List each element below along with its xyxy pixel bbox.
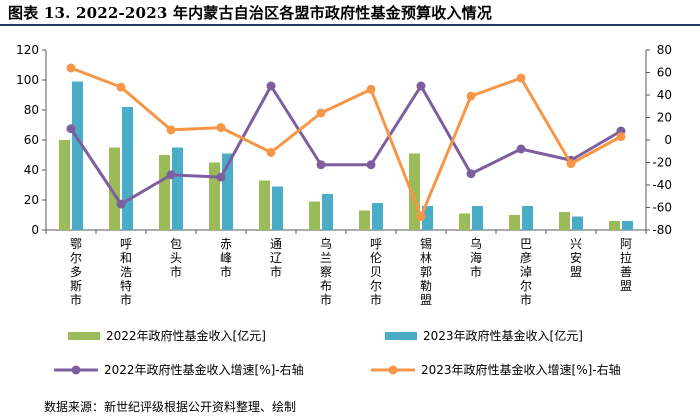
right-tick-label: -80 xyxy=(652,223,672,237)
line-point-2022 xyxy=(316,160,326,170)
legend-marker xyxy=(388,365,398,375)
legend-label: 2023年政府性基金收入增速[%]-右轴 xyxy=(421,362,621,377)
bar-2023 xyxy=(122,107,133,230)
line-point-2023 xyxy=(166,125,176,135)
line-point-2023 xyxy=(616,132,626,142)
bar-2023 xyxy=(322,194,333,230)
line-point-2023 xyxy=(266,147,276,157)
line-point-2023 xyxy=(66,63,76,73)
left-tick-label: 120 xyxy=(16,43,39,57)
source-note: 数据来源：新世纪评级根据公开资料整理、绘制 xyxy=(44,400,297,414)
legend-label: 2022年政府性基金收入增速[%]-右轴 xyxy=(104,362,304,377)
line-point-2022 xyxy=(416,81,426,91)
axes: 0 20 40 60 80 100 120 -80 -60 -40 -20 0 20 40 60 80 xyxy=(16,43,672,237)
right-tick-label: -60 xyxy=(652,201,672,215)
bar-2022 xyxy=(159,155,170,230)
category-label: 巴彦淖尔市 xyxy=(520,237,532,307)
bar-2023 xyxy=(622,221,633,230)
category-label: 呼和浩特市 xyxy=(120,237,132,307)
bar-2023 xyxy=(222,153,233,230)
bar-2022 xyxy=(309,201,320,230)
right-tick-label: 20 xyxy=(657,111,672,125)
bar-2023 xyxy=(272,186,283,230)
line-point-2022 xyxy=(516,144,526,154)
bar-2022 xyxy=(409,153,420,230)
left-tick-label: 40 xyxy=(24,163,39,177)
line-point-2022 xyxy=(366,160,376,170)
line-point-2022 xyxy=(466,169,476,179)
category-label: 通辽市 xyxy=(270,237,282,279)
left-tick-label: 0 xyxy=(31,223,39,237)
bar-2023 xyxy=(72,81,83,230)
category-label: 锡林郭勒盟 xyxy=(420,236,432,307)
category-label: 兴安盟 xyxy=(570,237,582,279)
legend-swatch xyxy=(385,332,417,340)
bar-2022 xyxy=(509,215,520,230)
line-point-2022 xyxy=(66,124,76,134)
bar-2023 xyxy=(522,206,533,230)
line-point-2022 xyxy=(166,170,176,180)
category-labels: 鄂尔多斯市 呼和浩特市 包头市 赤峰市 通辽市 乌兰察布市 呼伦贝尔市 锡林郭勒盟 乌海市 巴彦淖… xyxy=(70,236,632,307)
category-label: 赤峰市 xyxy=(220,237,232,279)
category-label: 包头市 xyxy=(170,237,182,279)
bar-2022 xyxy=(59,140,70,230)
legend-label: 2022年政府性基金收入[亿元] xyxy=(106,328,266,343)
bar-2022 xyxy=(109,147,120,230)
bar-2022 xyxy=(259,180,270,230)
bar-2023 xyxy=(172,147,183,230)
right-tick-label: 40 xyxy=(657,88,672,102)
right-tick-label: -20 xyxy=(652,156,672,170)
chart-title: 图表 13. 2022-2023 年内蒙古自治区各盟市政府性基金预算收入情况 xyxy=(8,4,493,22)
chart: 0 20 40 60 80 100 120 -80 -60 -40 -20 0 20 40 60 80 鄂尔多… xyxy=(16,43,672,377)
bar-layer xyxy=(59,81,633,230)
line-point-2023 xyxy=(466,91,476,101)
line-point-2023 xyxy=(216,123,226,133)
line-point-2023 xyxy=(316,108,326,118)
left-tick-label: 80 xyxy=(24,103,39,117)
bar-2023 xyxy=(422,206,433,230)
legend-swatch xyxy=(68,332,100,340)
line-point-2023 xyxy=(516,73,526,83)
right-tick-label: -40 xyxy=(652,178,672,192)
right-tick-label: 80 xyxy=(657,43,672,57)
bar-2023 xyxy=(472,206,483,230)
line-point-2022 xyxy=(116,199,126,209)
left-tick-label: 20 xyxy=(24,193,39,207)
line-point-2023 xyxy=(366,84,376,94)
right-tick-label: 60 xyxy=(657,66,672,80)
right-tick-label: 0 xyxy=(664,133,672,147)
legend-label: 2023年政府性基金收入[亿元] xyxy=(423,328,583,343)
title-rule xyxy=(0,24,700,26)
series-line-2022 xyxy=(69,84,622,206)
bar-2022 xyxy=(359,210,370,230)
category-label: 乌兰察布市 xyxy=(320,236,332,307)
line-point-2023 xyxy=(116,82,126,92)
line-point-2023 xyxy=(416,212,426,221)
bar-2023 xyxy=(372,203,383,230)
category-label: 阿拉善盟 xyxy=(620,237,632,293)
bar-2022 xyxy=(609,221,620,230)
category-label: 呼伦贝尔市 xyxy=(370,237,382,307)
line-layer xyxy=(66,63,626,221)
bar-2023 xyxy=(572,216,583,230)
legend: 2022年政府性基金收入[亿元] 2023年政府性基金收入[亿元] 2022年政府性… xyxy=(54,328,621,377)
left-tick-label: 60 xyxy=(24,133,39,147)
bar-2022 xyxy=(559,212,570,230)
series-line-2023 xyxy=(70,66,622,218)
line-point-2022 xyxy=(266,81,276,91)
line-point-2022 xyxy=(216,172,226,182)
category-label: 乌海市 xyxy=(470,236,482,279)
line-point-2023 xyxy=(566,159,576,169)
category-label: 鄂尔多斯市 xyxy=(70,237,82,307)
left-tick-label: 100 xyxy=(16,73,39,87)
bar-2022 xyxy=(209,162,220,230)
bar-2022 xyxy=(459,213,470,230)
legend-marker xyxy=(71,365,81,375)
